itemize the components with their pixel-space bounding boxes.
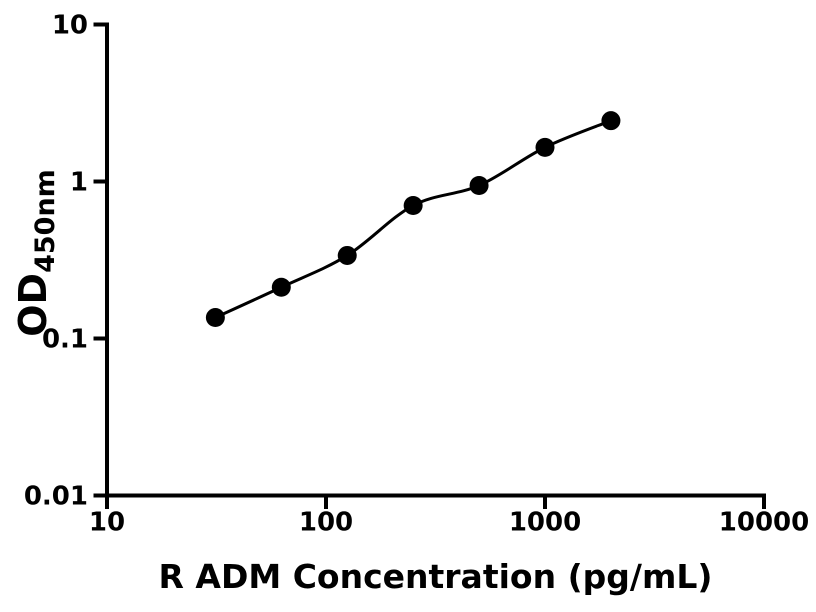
y-tick-label: 0.1 xyxy=(42,325,88,355)
data-point xyxy=(535,137,555,157)
data-point xyxy=(403,196,423,216)
y-tick-label: 10 xyxy=(52,11,88,41)
data-point xyxy=(601,111,621,131)
data-point xyxy=(271,277,291,297)
x-tick-label: 10000 xyxy=(719,508,809,538)
data-point xyxy=(205,308,225,328)
x-axis-title: R ADM Concentration (pg/mL) xyxy=(159,557,713,596)
y-axis-title-main: OD xyxy=(11,273,55,337)
x-tick-label: 10 xyxy=(89,508,125,538)
y-axis-title: OD450nm xyxy=(11,169,61,337)
x-tick-label: 100 xyxy=(299,508,353,538)
axis-spine xyxy=(105,22,766,498)
x-tick-label: 1000 xyxy=(509,508,581,538)
y-axis-title-subscript: 450nm xyxy=(30,169,61,273)
y-tick-label: 1 xyxy=(70,168,88,198)
y-tick-label: 0.01 xyxy=(24,482,88,512)
data-series xyxy=(205,111,621,328)
data-point xyxy=(337,245,357,265)
x-axis: 10 100 1000 10000 xyxy=(89,495,809,538)
data-point xyxy=(469,176,489,196)
y-axis: 0.01 0.1 1 10 xyxy=(24,11,107,512)
axis-spine-line xyxy=(105,22,766,498)
